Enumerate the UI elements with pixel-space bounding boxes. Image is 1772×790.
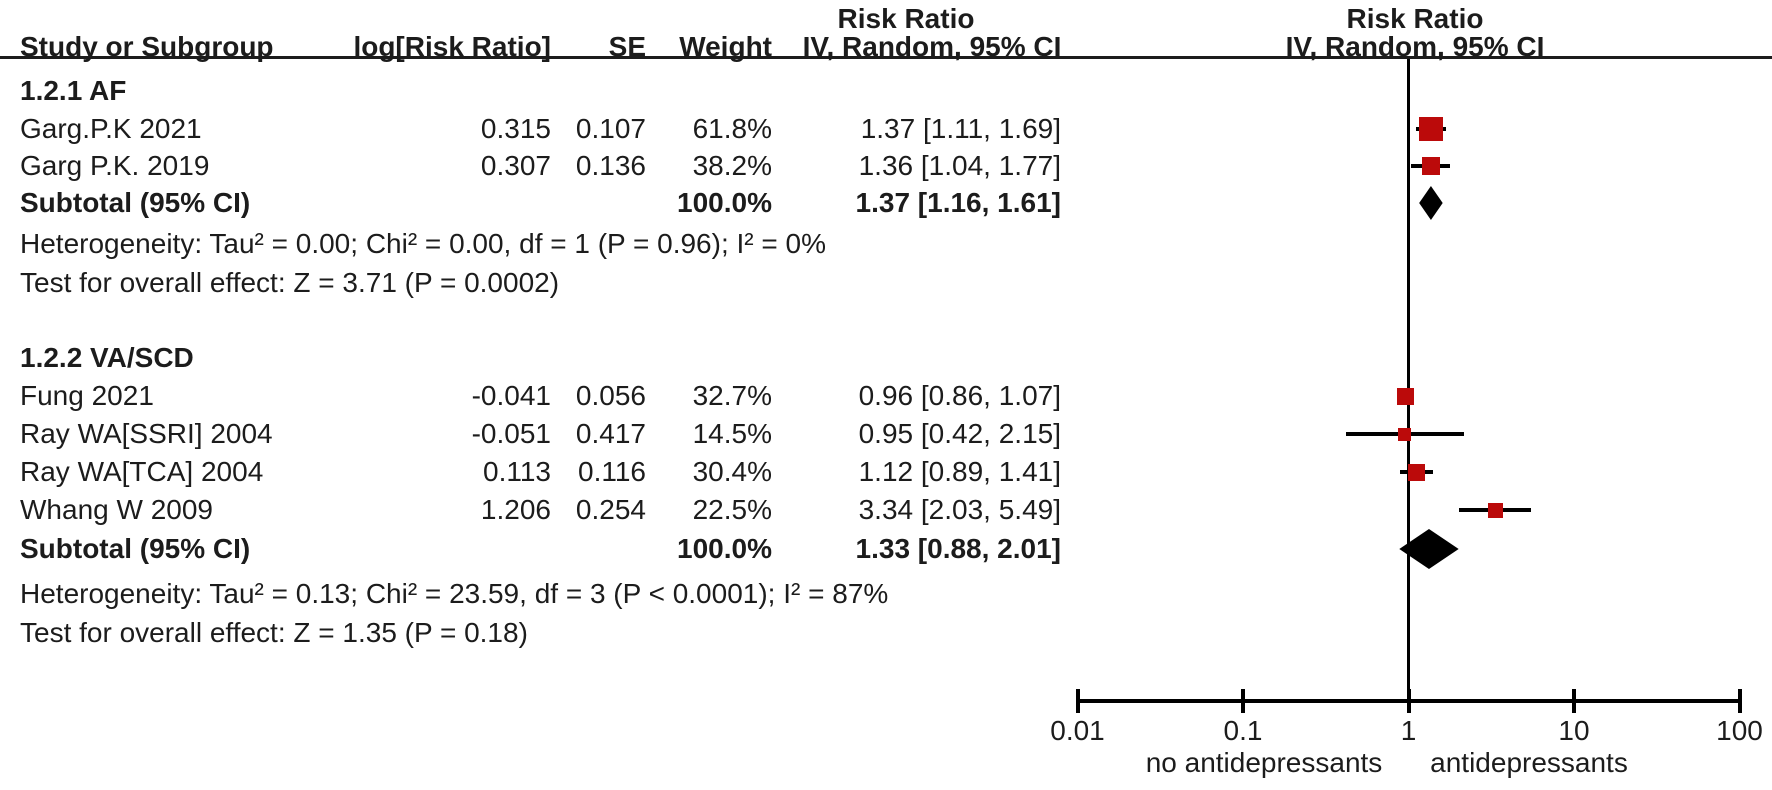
overall-effect-test: Test for overall effect: Z = 3.71 (P = 0… bbox=[20, 267, 560, 298]
header-rule bbox=[0, 56, 1772, 59]
subtotal-label: Subtotal (95% CI) bbox=[20, 187, 251, 218]
study-se: 0.254 bbox=[575, 494, 646, 525]
study-log-rr: 0.113 bbox=[483, 456, 551, 487]
x-axis-tick-label: 0.01 bbox=[1050, 715, 1105, 746]
study-ci-text: 0.95 [0.42, 2.15] bbox=[858, 418, 1061, 449]
study-weight: 38.2% bbox=[692, 150, 772, 181]
null-effect-line bbox=[1407, 59, 1410, 702]
heterogeneity-stats: Heterogeneity: Tau² = 0.00; Chi² = 0.00,… bbox=[20, 228, 826, 259]
study-weight: 14.5% bbox=[692, 418, 772, 449]
subtotal-ci-text: 1.37 [1.16, 1.61] bbox=[855, 187, 1061, 218]
left-effect-col-title-line2: IV, Random, 95% CI bbox=[802, 31, 1062, 62]
x-axis-tick-label: 1 bbox=[1400, 715, 1417, 746]
study-name: Ray WA[TCA] 2004 bbox=[20, 456, 264, 487]
study-weight: 22.5% bbox=[692, 494, 772, 525]
col-header-weight: Weight bbox=[679, 31, 772, 62]
x-axis-tick bbox=[1241, 689, 1245, 713]
study-ci-text: 1.37 [1.11, 1.69] bbox=[860, 113, 1061, 144]
x-axis-tick bbox=[1075, 689, 1080, 713]
study-weight: 32.7% bbox=[692, 380, 772, 411]
heterogeneity-stats: Heterogeneity: Tau² = 0.13; Chi² = 23.59… bbox=[20, 578, 889, 609]
subtotal-weight: 100.0% bbox=[677, 533, 772, 564]
right-plot-col-title-line1: Risk Ratio bbox=[1346, 3, 1484, 34]
study-log-rr: 0.307 bbox=[480, 150, 551, 181]
study-log-rr: -0.041 bbox=[471, 380, 551, 411]
x-axis-tick bbox=[1572, 689, 1576, 713]
left-effect-col-title-line1: Risk Ratio bbox=[837, 3, 975, 34]
x-axis-tick-label: 0.1 bbox=[1223, 715, 1263, 746]
col-header-log-rr: log[Risk Ratio] bbox=[353, 31, 551, 62]
study-point-marker bbox=[1397, 387, 1415, 405]
study-se: 0.116 bbox=[578, 456, 646, 487]
axis-left-group-label: no antidepressants bbox=[1145, 747, 1383, 778]
study-log-rr: 0.315 bbox=[480, 113, 551, 144]
subgroup-label: 1.2.1 AF bbox=[20, 75, 127, 106]
subtotal-weight: 100.0% bbox=[677, 187, 772, 218]
subtotal-diamond bbox=[1419, 186, 1443, 220]
study-name: Garg.P.K 2021 bbox=[20, 113, 202, 144]
study-point-marker bbox=[1487, 502, 1503, 518]
study-se: 0.107 bbox=[575, 113, 646, 144]
subtotal-label: Subtotal (95% CI) bbox=[20, 533, 251, 564]
study-log-rr: 1.206 bbox=[480, 494, 551, 525]
col-header-study: Study or Subgroup bbox=[20, 31, 274, 62]
overall-effect-test: Test for overall effect: Z = 1.35 (P = 0… bbox=[20, 617, 528, 648]
subgroup-label: 1.2.2 VA/SCD bbox=[20, 342, 194, 373]
study-ci-text: 1.12 [0.89, 1.41] bbox=[858, 456, 1061, 487]
study-point-marker bbox=[1421, 157, 1440, 175]
x-axis-tick-label: 100 bbox=[1716, 715, 1763, 746]
study-ci-text: 1.36 [1.04, 1.77] bbox=[858, 150, 1061, 181]
study-name: Garg P.K. 2019 bbox=[20, 150, 210, 181]
study-se: 0.136 bbox=[575, 150, 646, 181]
subtotal-ci-text: 1.33 [0.88, 2.01] bbox=[855, 533, 1061, 564]
study-log-rr: -0.051 bbox=[471, 418, 551, 449]
study-se: 0.056 bbox=[575, 380, 646, 411]
study-name: Ray WA[SSRI] 2004 bbox=[20, 418, 273, 449]
x-axis-tick-label: 10 bbox=[1558, 715, 1590, 746]
axis-right-group-label: antidepressants bbox=[1430, 747, 1628, 778]
study-name: Fung 2021 bbox=[20, 380, 154, 411]
study-ci-text: 3.34 [2.03, 5.49] bbox=[858, 494, 1061, 525]
right-plot-col-title-line2: IV, Random, 95% CI bbox=[1285, 31, 1545, 62]
study-point-marker bbox=[1419, 117, 1444, 141]
study-point-marker bbox=[1408, 463, 1426, 481]
study-ci-text: 0.96 [0.86, 1.07] bbox=[858, 380, 1061, 411]
col-header-se: SE bbox=[608, 31, 646, 62]
study-weight: 30.4% bbox=[692, 456, 772, 487]
x-axis-tick bbox=[1406, 689, 1411, 713]
study-se: 0.417 bbox=[575, 418, 646, 449]
study-point-marker bbox=[1398, 427, 1412, 441]
study-weight: 61.8% bbox=[692, 113, 772, 144]
x-axis-tick bbox=[1737, 689, 1742, 713]
study-name: Whang W 2009 bbox=[20, 494, 213, 525]
